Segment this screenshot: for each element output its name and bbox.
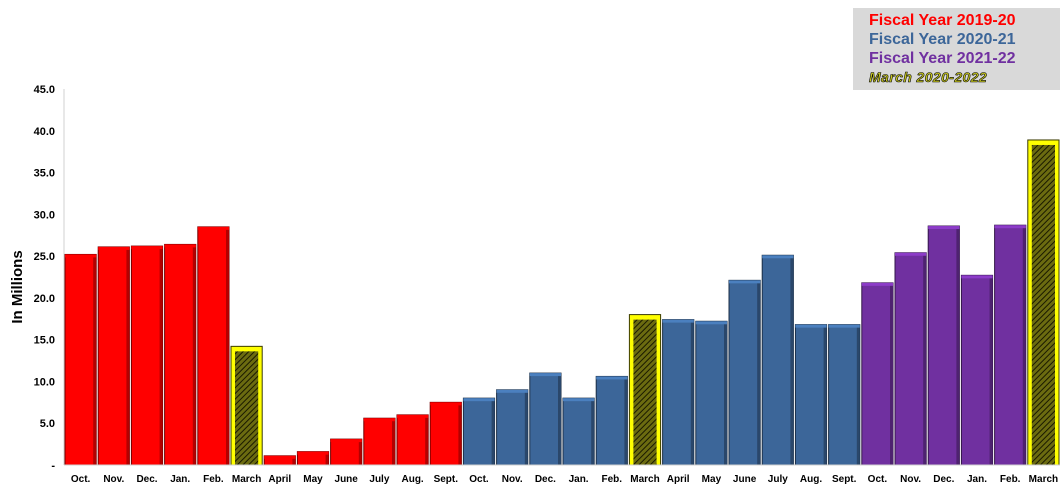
bar bbox=[496, 389, 529, 466]
bar bbox=[363, 417, 396, 466]
bar bbox=[562, 397, 595, 466]
bar bbox=[761, 254, 794, 466]
bar bbox=[396, 414, 429, 466]
x-tick-label: May bbox=[303, 474, 323, 485]
bar bbox=[728, 279, 761, 466]
y-tick-label: 25.0 bbox=[34, 251, 55, 263]
x-tick-label: April bbox=[268, 474, 291, 485]
y-axis-title: In Millions bbox=[9, 250, 26, 323]
x-tick-label: Aug. bbox=[800, 474, 822, 485]
legend-item-march: March 2020-2022 bbox=[869, 69, 988, 86]
bar bbox=[894, 252, 927, 466]
bar bbox=[462, 397, 496, 466]
y-tick-label: 40.0 bbox=[34, 126, 55, 138]
bar bbox=[794, 324, 828, 466]
x-tick-label: March bbox=[1029, 474, 1058, 485]
x-tick-label: Jan. bbox=[569, 474, 589, 485]
x-tick-label: Sept. bbox=[832, 474, 857, 485]
bar bbox=[529, 372, 562, 466]
y-tick-label: 45.0 bbox=[34, 84, 55, 96]
bar bbox=[230, 345, 263, 466]
x-tick-label: Oct. bbox=[71, 474, 91, 485]
x-tick-label: Dec. bbox=[535, 474, 556, 485]
x-tick-label: April bbox=[667, 474, 690, 485]
y-tick-label: 15.0 bbox=[34, 335, 55, 347]
x-tick-label: March bbox=[630, 474, 659, 485]
x-tick-label: Nov. bbox=[900, 474, 921, 485]
legend: Fiscal Year 2019-20 Fiscal Year 2020-21 … bbox=[853, 8, 1060, 90]
x-tick-label: Jan. bbox=[967, 474, 987, 485]
x-tick-label: Nov. bbox=[103, 474, 124, 485]
y-tick-label: 30.0 bbox=[34, 209, 55, 221]
bar bbox=[197, 226, 230, 466]
x-tick-label: May bbox=[702, 474, 722, 485]
x-tick-label: Feb. bbox=[203, 474, 224, 485]
x-tick-label: Jan. bbox=[170, 474, 190, 485]
x-tick-label: June bbox=[733, 474, 757, 485]
x-tick-label: Aug. bbox=[401, 474, 423, 485]
bar bbox=[263, 455, 296, 466]
y-tick-label: 5.0 bbox=[40, 418, 55, 430]
x-tick-label: July bbox=[369, 474, 389, 485]
bar bbox=[595, 375, 628, 466]
legend-item-fy2021: Fiscal Year 2021-22 bbox=[869, 50, 1016, 67]
x-tick-label: June bbox=[335, 474, 359, 485]
bar bbox=[828, 324, 861, 466]
bar bbox=[64, 253, 97, 466]
bar bbox=[429, 401, 462, 466]
legend-item-fy2019: Fiscal Year 2019-20 bbox=[869, 12, 1016, 29]
y-tick-label: 10.0 bbox=[34, 376, 55, 388]
x-tick-label: March bbox=[232, 474, 261, 485]
x-tick-label: Oct. bbox=[469, 474, 489, 485]
x-tick-label: Sept. bbox=[434, 474, 459, 485]
bar bbox=[330, 438, 363, 466]
y-tick-label: 35.0 bbox=[34, 168, 55, 180]
bar bbox=[960, 274, 994, 466]
bar bbox=[164, 243, 197, 466]
bar bbox=[927, 225, 960, 466]
bar bbox=[97, 246, 130, 466]
bar bbox=[296, 451, 330, 466]
x-tick-label: Dec. bbox=[933, 474, 954, 485]
legend-item-fy2020: Fiscal Year 2020-21 bbox=[869, 31, 1016, 48]
bar bbox=[994, 224, 1027, 466]
bar bbox=[662, 319, 695, 466]
bar bbox=[1027, 139, 1060, 466]
bar bbox=[695, 320, 728, 466]
x-tick-label: Feb. bbox=[1000, 474, 1021, 485]
x-tick-label: Nov. bbox=[502, 474, 523, 485]
bar bbox=[628, 314, 662, 466]
bar bbox=[130, 245, 164, 466]
y-tick-label: - bbox=[51, 460, 55, 472]
x-tick-label: Dec. bbox=[136, 474, 157, 485]
bar bbox=[861, 282, 894, 466]
x-tick-label: Oct. bbox=[868, 474, 888, 485]
y-tick-label: 20.0 bbox=[34, 293, 55, 305]
x-tick-label: July bbox=[768, 474, 788, 485]
x-tick-label: Feb. bbox=[602, 474, 623, 485]
